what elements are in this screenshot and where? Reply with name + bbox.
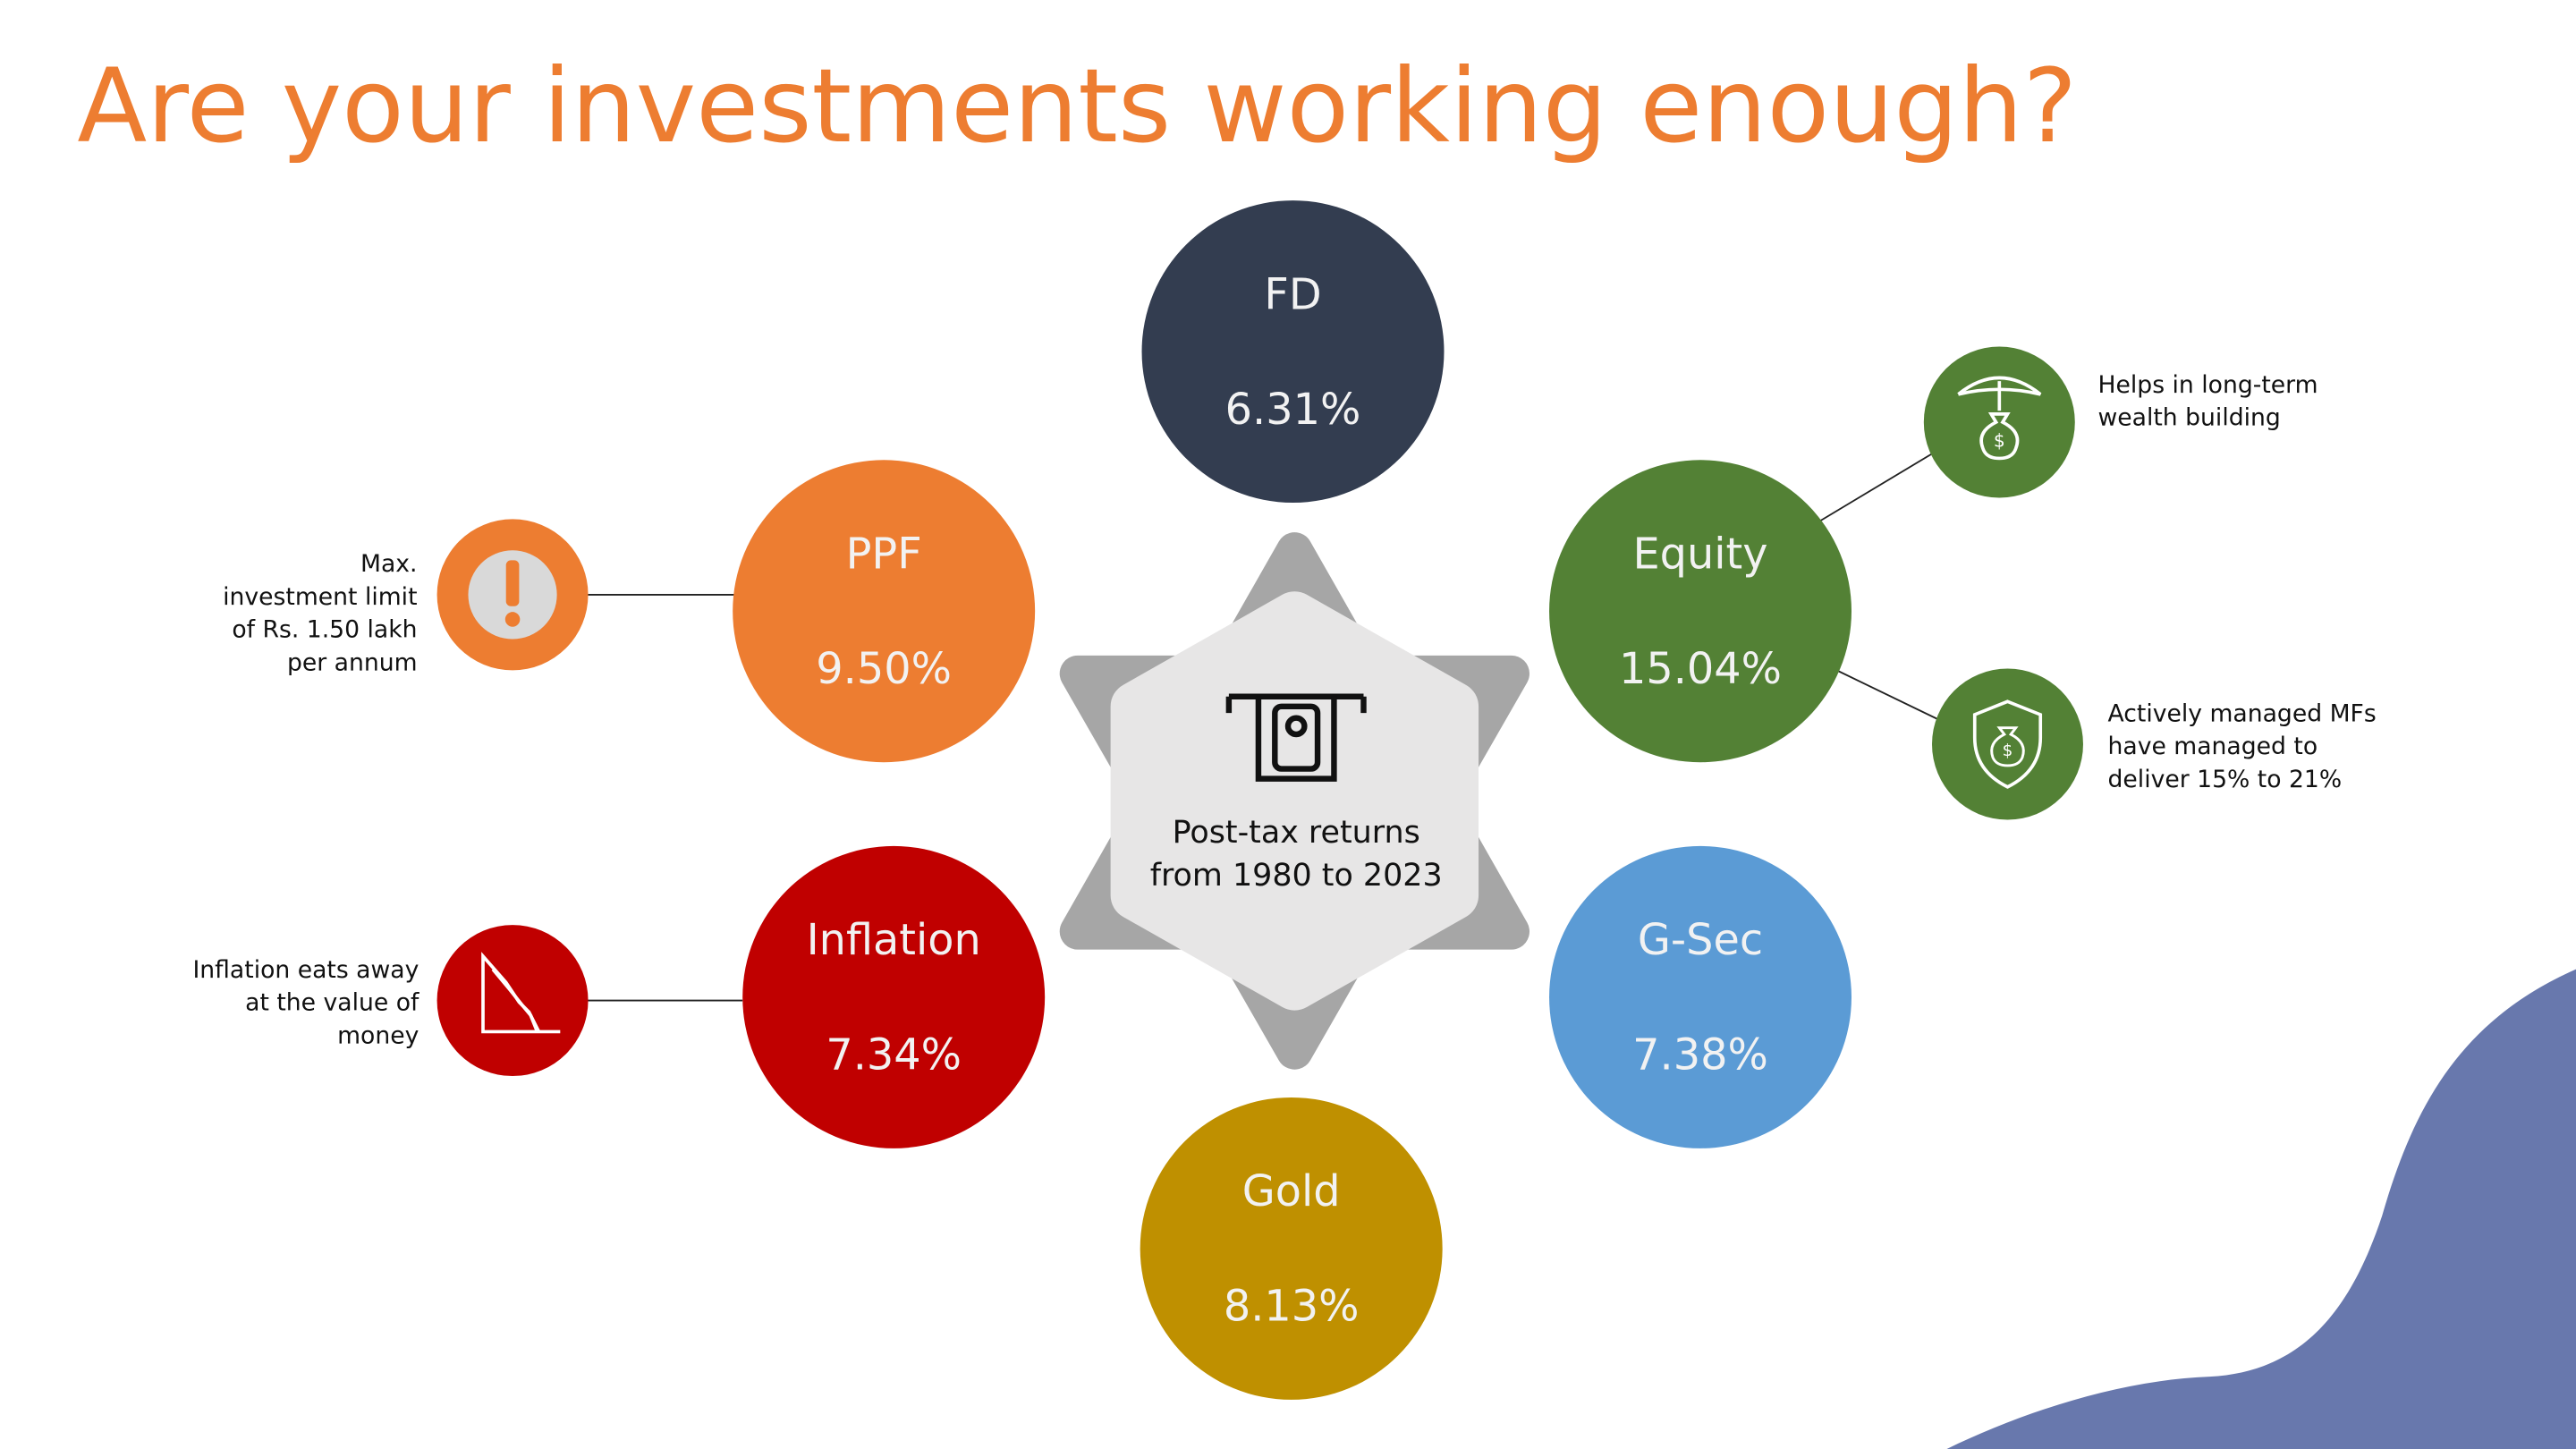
node-value: 8.13% [1224, 1283, 1360, 1332]
node-label: Gold [1242, 1167, 1341, 1216]
node: G-Sec 7.38% [1549, 845, 1852, 1148]
node: FD 6.31% [1141, 200, 1445, 504]
note-line: Max. [360, 550, 418, 578]
center-shape: Post-tax returns from 1980 to 2023 [1059, 532, 1530, 1070]
inflation-icon [436, 925, 589, 1077]
note-line: Helps in long-term [2098, 371, 2318, 399]
note-line: wealth building [2098, 404, 2281, 432]
node-circle [1141, 200, 1445, 504]
svg-text:$: $ [2003, 741, 2013, 760]
node-circle [1549, 845, 1852, 1148]
decor-blob [1946, 969, 2576, 1449]
node-circle [1140, 1097, 1443, 1400]
mf-icon: $ [1932, 668, 2083, 820]
note-line: money [337, 1021, 419, 1049]
note-line: at the value of [245, 989, 419, 1017]
center-line: from 1980 to 2023 [1150, 858, 1443, 894]
center-line: Post-tax returns [1173, 815, 1420, 851]
equity-icon: $ [1923, 346, 2075, 498]
title: Are your investments working enough? [77, 47, 2077, 165]
connectors [586, 451, 1939, 1002]
node-value: 15.04% [1619, 645, 1782, 694]
node-value: 9.50% [816, 645, 952, 694]
node-circle [742, 845, 1046, 1148]
node: Equity 15.04% [1549, 460, 1852, 763]
node: Gold 8.13% [1140, 1097, 1443, 1400]
note-line: Inflation eats away [192, 956, 419, 984]
note-line: of Rs. 1.50 lakh [232, 616, 417, 644]
atm-icon [1225, 693, 1367, 782]
note-line: Actively managed MFs [2108, 699, 2377, 727]
node-value: 6.31% [1225, 386, 1361, 435]
node-label: G-Sec [1638, 916, 1763, 965]
svg-text:$: $ [1994, 430, 2005, 452]
note-line: investment limit [223, 583, 417, 611]
node-label: Equity [1633, 530, 1768, 580]
node-label: PPF [846, 530, 922, 580]
note-line: per annum [287, 648, 418, 676]
note-line: deliver 15% to 21% [2108, 766, 2343, 793]
node-circle [1549, 460, 1852, 763]
node-label: FD [1264, 270, 1321, 319]
nodes: FD 6.31% PPF 9.50% Equity 15.04% Inflation 7.34… [733, 200, 1852, 1400]
node: Inflation 7.34% [742, 845, 1046, 1148]
notes: Max. investment limit of Rs. 1.50 lakh per … [192, 371, 2376, 1049]
ppf-icon [436, 519, 589, 671]
node-circle [733, 460, 1036, 763]
node: PPF 9.50% [733, 460, 1036, 763]
note-line: have managed to [2108, 733, 2318, 760]
node-value: 7.38% [1632, 1031, 1768, 1080]
node-label: Inflation [807, 916, 981, 965]
node-value: 7.34% [826, 1031, 962, 1080]
